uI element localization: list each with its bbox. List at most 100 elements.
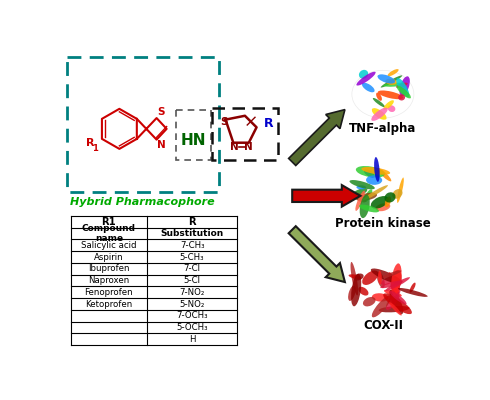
Text: N: N	[230, 142, 239, 152]
Ellipse shape	[396, 83, 408, 88]
Ellipse shape	[363, 185, 388, 200]
Ellipse shape	[410, 283, 416, 292]
Ellipse shape	[353, 274, 364, 280]
Ellipse shape	[385, 192, 395, 202]
FancyArrow shape	[292, 185, 361, 207]
Text: Aspirin: Aspirin	[94, 252, 123, 262]
Ellipse shape	[356, 185, 366, 189]
Ellipse shape	[378, 271, 382, 284]
Ellipse shape	[399, 76, 410, 96]
Ellipse shape	[360, 194, 370, 218]
Ellipse shape	[396, 78, 409, 97]
Ellipse shape	[372, 293, 388, 302]
Ellipse shape	[383, 293, 412, 314]
Ellipse shape	[363, 297, 375, 306]
Ellipse shape	[373, 98, 385, 107]
Ellipse shape	[383, 83, 406, 87]
Ellipse shape	[391, 282, 400, 294]
Ellipse shape	[391, 263, 402, 296]
Ellipse shape	[397, 86, 411, 98]
Ellipse shape	[389, 302, 402, 316]
Text: Ketoprofen: Ketoprofen	[85, 300, 132, 308]
Ellipse shape	[351, 274, 361, 306]
Text: S: S	[220, 117, 228, 127]
Text: Salicylic acid: Salicylic acid	[81, 241, 137, 250]
Ellipse shape	[366, 175, 382, 185]
Text: Naproxen: Naproxen	[88, 276, 129, 285]
Text: Fenoprofen: Fenoprofen	[85, 288, 133, 297]
Ellipse shape	[389, 291, 407, 304]
Text: H: H	[189, 335, 196, 344]
Text: Ibuprofen: Ibuprofen	[88, 264, 130, 273]
Ellipse shape	[359, 204, 379, 212]
Text: R: R	[86, 138, 94, 148]
Ellipse shape	[359, 70, 368, 79]
Ellipse shape	[385, 196, 391, 207]
Ellipse shape	[374, 157, 380, 182]
Ellipse shape	[383, 100, 394, 110]
Text: S: S	[157, 107, 165, 117]
Ellipse shape	[377, 74, 395, 84]
Text: TNF-alpha: TNF-alpha	[349, 122, 416, 135]
Ellipse shape	[364, 189, 372, 202]
Text: 5-OCH₃: 5-OCH₃	[176, 323, 208, 332]
Text: N: N	[157, 140, 166, 150]
Ellipse shape	[362, 270, 378, 285]
Ellipse shape	[398, 288, 428, 297]
Ellipse shape	[389, 272, 399, 294]
Ellipse shape	[386, 292, 399, 310]
Ellipse shape	[356, 72, 376, 86]
Ellipse shape	[381, 75, 402, 88]
Text: 5-NO₂: 5-NO₂	[179, 300, 205, 308]
Ellipse shape	[372, 108, 387, 120]
Ellipse shape	[388, 105, 395, 112]
Bar	[212, 108, 278, 160]
Text: HN: HN	[180, 133, 206, 148]
Text: N: N	[245, 142, 253, 152]
Ellipse shape	[384, 290, 402, 297]
Text: 7-Cl: 7-Cl	[184, 264, 201, 273]
Ellipse shape	[355, 191, 365, 211]
Text: 1: 1	[92, 144, 98, 153]
Ellipse shape	[372, 295, 392, 317]
Ellipse shape	[362, 167, 390, 175]
Ellipse shape	[377, 168, 392, 181]
Ellipse shape	[348, 274, 362, 279]
Ellipse shape	[348, 286, 356, 301]
Ellipse shape	[364, 169, 375, 178]
Text: 7-OCH₃: 7-OCH₃	[176, 311, 208, 320]
Text: Substitution: Substitution	[161, 229, 224, 238]
Text: R1: R1	[101, 217, 116, 227]
Text: Compound
name: Compound name	[82, 224, 136, 243]
Ellipse shape	[390, 290, 403, 314]
Text: COX-II: COX-II	[363, 319, 403, 332]
Ellipse shape	[398, 94, 405, 100]
Text: 7-CH₃: 7-CH₃	[180, 241, 204, 250]
Text: 5-CH₃: 5-CH₃	[180, 252, 204, 262]
Text: 7-NO₂: 7-NO₂	[179, 288, 205, 297]
Ellipse shape	[352, 192, 367, 202]
Text: Hybrid Pharmacophore: Hybrid Pharmacophore	[70, 197, 214, 207]
Bar	[176, 110, 211, 160]
Ellipse shape	[377, 272, 385, 288]
Ellipse shape	[359, 193, 377, 200]
Ellipse shape	[375, 203, 391, 211]
Ellipse shape	[397, 178, 404, 203]
Ellipse shape	[351, 188, 368, 197]
Ellipse shape	[350, 262, 358, 295]
Ellipse shape	[379, 306, 410, 312]
Ellipse shape	[371, 108, 388, 121]
Ellipse shape	[349, 180, 375, 189]
Ellipse shape	[392, 189, 403, 199]
Ellipse shape	[378, 90, 403, 99]
FancyArrow shape	[289, 110, 345, 166]
Ellipse shape	[356, 166, 385, 178]
Ellipse shape	[358, 287, 368, 296]
Ellipse shape	[362, 83, 374, 92]
Ellipse shape	[385, 79, 397, 85]
Text: Protein kinase: Protein kinase	[335, 218, 431, 230]
FancyArrow shape	[289, 226, 345, 282]
Ellipse shape	[383, 270, 401, 278]
Ellipse shape	[385, 277, 410, 291]
Ellipse shape	[371, 196, 389, 209]
